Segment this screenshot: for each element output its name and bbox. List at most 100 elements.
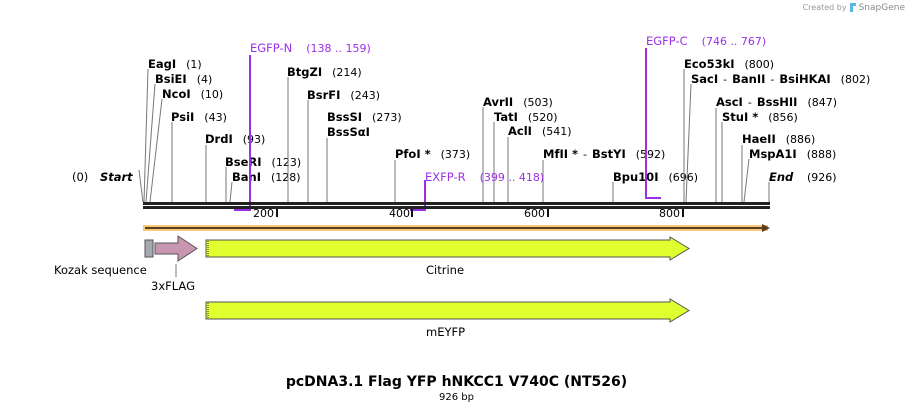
end-pos: (926) [806, 171, 837, 184]
enzyme-pos: (243) [350, 89, 381, 102]
enzyme-name: EagI [148, 57, 177, 71]
enzyme-name: BsiEI [155, 72, 187, 86]
enzyme-name-3: BsiHKAI [779, 72, 831, 86]
enzyme-name: BseRI [225, 155, 262, 169]
enzyme-PsiI[interactable]: PsiI (43) [171, 110, 227, 125]
enzyme-pos: (10) [200, 88, 224, 101]
enzyme-DrdI[interactable]: DrdI (93) [205, 133, 266, 147]
map-title: pcDNA3.1 Flag YFP hNKCC1 V740C (NT526) [285, 374, 628, 390]
credit-brand: SnapGene [858, 2, 905, 13]
enzyme-StuI[interactable]: StuI * (856) [722, 110, 798, 125]
enzyme-BssSaI[interactable]: BssSαI [327, 126, 370, 139]
enzyme-name: Eco53kI [684, 57, 735, 71]
enzyme-BanI[interactable]: BanI (128) [232, 170, 301, 185]
enzyme-pos: (93) [242, 133, 266, 146]
start-pos: (0) [72, 170, 89, 184]
enzyme-name-2: BssHII [756, 95, 798, 109]
enzyme-name: BanI [232, 170, 261, 184]
primer-EGFP-C[interactable]: EGFP-C (746 .. 767) [646, 34, 767, 49]
enzyme-BsrFI[interactable]: BsrFI (243) [307, 88, 381, 103]
enzyme-pos: (886) [785, 133, 816, 146]
enzyme-pos: (856) [768, 111, 798, 124]
enzyme-pos: (273) [372, 111, 402, 124]
enzyme-Bpu10I[interactable]: Bpu10I (696) [613, 170, 699, 185]
enzyme-name: NcoI [162, 87, 191, 101]
enzyme-pos: (696) [668, 171, 699, 184]
enzyme-name-2: BanII [732, 72, 766, 86]
primer-range: (138 .. 159) [306, 42, 371, 55]
primer-name: EGFP-C [646, 34, 688, 48]
ruler-tick-600: 600 [524, 207, 545, 220]
enzyme-name: BtgZI [287, 65, 323, 79]
enzyme-pos: (503) [523, 96, 553, 109]
enzyme-name-2: BstYI [592, 147, 626, 161]
feature-label-3xflag[interactable]: 3xFLAG [151, 279, 195, 293]
enzyme-BsiEI[interactable]: BsiEI (4) [155, 72, 213, 87]
enzyme-EagI[interactable]: EagI (1) [148, 57, 202, 72]
enzyme-name: StuI * [722, 110, 759, 124]
enzyme-BssSI[interactable]: BssSI (273) [327, 111, 402, 125]
enzyme-pos: (123) [271, 156, 302, 169]
enzyme-AclI[interactable]: AclI (541) [508, 124, 572, 139]
enzyme-PfoI[interactable]: PfoI * (373) [395, 147, 470, 162]
primer-EXFP-R[interactable]: EXFP-R (399 .. 418) [425, 170, 545, 185]
enzyme-pos: (43) [204, 111, 227, 124]
flag-feature [154, 235, 198, 262]
enzyme-name: BssSαI [327, 125, 370, 139]
enzyme-pos: (888) [806, 148, 837, 161]
enzyme-pos: (1) [186, 58, 202, 71]
enzyme-pos: (541) [541, 125, 572, 138]
enzyme-pos: (128) [271, 171, 301, 184]
feature-label-citrine[interactable]: Citrine [426, 263, 465, 277]
end-label: End (926) [769, 170, 837, 185]
enzyme-name: AclI [508, 124, 532, 138]
enzyme-MspA1I[interactable]: MspA1I (888) [749, 147, 837, 162]
map-length: 926 bp [439, 392, 474, 403]
enzyme-name: PfoI * [395, 147, 431, 161]
enzyme-name: MspA1I [749, 147, 797, 161]
enzyme-name: BsrFI [307, 88, 341, 102]
primer-EGFP-N[interactable]: EGFP-N (138 .. 159) [250, 42, 371, 56]
citrine-feature [205, 236, 690, 261]
enzyme-TatI[interactable]: TatI (520) [494, 110, 558, 125]
start-label: (0) Start [72, 171, 133, 184]
end-text: End [769, 170, 794, 184]
primer-name: EXFP-R [425, 170, 466, 184]
enzyme-Eco53kI[interactable]: Eco53kI (800) [684, 57, 775, 72]
enzyme-pos: (520) [527, 111, 558, 124]
snapgene-credit: Created by SnapGene [803, 2, 905, 13]
enzyme-name: HaeII [742, 132, 776, 146]
enzyme-name: AscI [716, 95, 743, 109]
enzyme-AvrII[interactable]: AvrII (503) [483, 95, 553, 110]
enzyme-name: AvrII [483, 95, 514, 109]
enzyme-pos: (847) [807, 96, 838, 109]
snapgene-logo-icon [849, 3, 856, 12]
enzyme-name: Bpu10I [613, 170, 659, 184]
enzyme-name: PsiI [171, 110, 195, 124]
enzyme-name: SacI [691, 72, 719, 86]
ruler-tick-400: 400 [389, 207, 410, 220]
kozak-feature [144, 239, 154, 258]
enzyme-name: TatI [494, 110, 518, 124]
enzyme-BtgZI[interactable]: BtgZI (214) [287, 65, 362, 80]
feature-label-kozak[interactable]: Kozak sequence [54, 263, 147, 277]
ruler-tick-200: 200 [253, 207, 274, 220]
enzyme-pos: (802) [840, 73, 871, 86]
enzyme-AscI-BssHII[interactable]: AscI - BssHII (847) [716, 95, 838, 110]
primer-range: (746 .. 767) [701, 35, 767, 48]
primer-range: (399 .. 418) [479, 171, 545, 184]
enzyme-MfII-BstYI[interactable]: MfII * - BstYI (592) [543, 147, 666, 162]
enzyme-NcoI[interactable]: NcoI (10) [162, 87, 224, 102]
enzyme-BseRI[interactable]: BseRI (123) [225, 155, 302, 170]
feature-label-meyfp[interactable]: mEYFP [426, 325, 466, 339]
enzyme-HaeII[interactable]: HaeII (886) [742, 132, 816, 147]
enzyme-pos: (592) [635, 148, 666, 161]
enzyme-SacI-BanII-BsiHKAI[interactable]: SacI - BanII - BsiHKAI (802) [691, 72, 871, 87]
ruler-tick-800: 800 [659, 207, 680, 220]
meyfp-feature [205, 298, 690, 323]
enzyme-pos: (800) [744, 58, 775, 71]
enzyme-pos: (4) [196, 73, 213, 86]
start-text: Start [99, 170, 133, 184]
enzyme-name: MfII * [543, 147, 579, 161]
